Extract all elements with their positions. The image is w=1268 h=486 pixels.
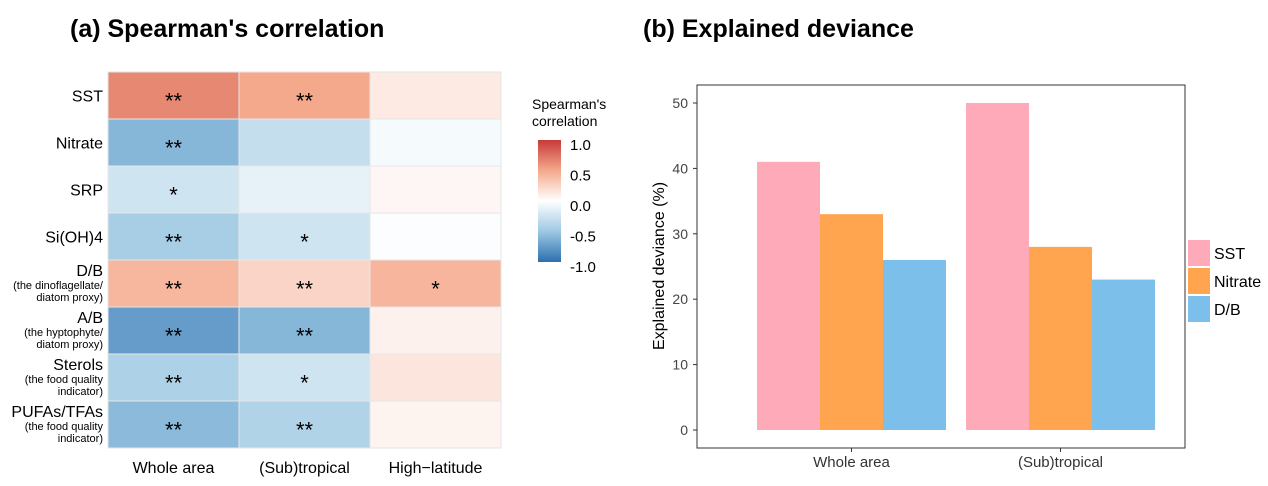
row-sublabel: (the dinoflagellate/: [13, 280, 104, 292]
legend-label: D/B: [1214, 302, 1241, 319]
column-label: Whole area: [133, 460, 215, 477]
heatmap-cell: [238, 165, 371, 214]
legend-title-2: correlation: [532, 113, 597, 129]
row-sublabel: (the food quality: [25, 421, 104, 433]
row-sublabel: (the hyptophyte/: [24, 327, 104, 339]
heatmap-cell: [369, 212, 502, 261]
significance-label: **: [296, 277, 314, 302]
heatmap-cell: [369, 353, 502, 402]
significance-label: **: [296, 418, 314, 443]
legend-tick-label: -0.5: [570, 229, 596, 246]
y-tick-label: 30: [672, 226, 688, 242]
significance-label: **: [296, 89, 314, 114]
bar-sst: [757, 161, 820, 431]
heatmap-title: (a) Spearman's correlation: [70, 15, 384, 43]
row-label: SRP: [70, 183, 103, 200]
row-label: D/B: [76, 263, 103, 280]
row-label: PUFAs/TFAs: [11, 404, 103, 421]
row-sublabel: indicator): [58, 386, 103, 398]
legend-label: SST: [1214, 246, 1245, 263]
row-label: Sterols: [53, 357, 103, 374]
significance-label: *: [431, 277, 440, 302]
row-label: Nitrate: [56, 136, 103, 153]
row-label: A/B: [77, 310, 103, 327]
legend-swatch: [1188, 296, 1210, 322]
row-sublabel: diatom proxy): [36, 292, 103, 304]
legend-title-1: Spearman's: [532, 96, 606, 112]
bar-db: [883, 259, 946, 430]
significance-label: **: [165, 371, 183, 396]
x-tick-label: (Sub)tropical: [1018, 454, 1103, 471]
legend-tick-label: 0.0: [570, 198, 591, 215]
bar-nitrate: [820, 214, 883, 430]
heatmap-cell: [369, 118, 502, 167]
heatmap-cell: [107, 118, 240, 167]
heatmap-cell: [107, 165, 240, 214]
heatmap-cell: [238, 71, 371, 120]
heatmap-cell: [369, 71, 502, 120]
legend-swatch: [1188, 240, 1210, 266]
heatmap-cell: [238, 212, 371, 261]
y-tick-label: 40: [672, 160, 688, 176]
significance-label: *: [169, 183, 178, 208]
significance-label: **: [296, 324, 314, 349]
legend-tick-label: -1.0: [570, 259, 596, 276]
significance-label: **: [165, 89, 183, 114]
heatmap-cell: [107, 71, 240, 120]
bar-chart-title: (b) Explained deviance: [643, 15, 914, 43]
legend-tick-label: 0.5: [570, 168, 591, 185]
heatmap-cell: [238, 118, 371, 167]
heatmap-cell: [369, 165, 502, 214]
legend-colorbar: [538, 140, 561, 262]
bar-chart: Explained deviance (%) 0 10 20 30 40 50 Whole …: [651, 84, 1261, 471]
heatmap: ** **SST**Nitrate*SRP** *Si(OH)4** ** *D/B(t…: [11, 71, 502, 477]
significance-label: **: [165, 324, 183, 349]
bar-nitrate: [1029, 246, 1092, 430]
y-axis-label: Explained deviance (%): [651, 182, 668, 350]
heatmap-cell: [107, 306, 240, 355]
y-tick-label: 50: [672, 95, 688, 111]
bar-sst: [966, 103, 1029, 430]
heatmap-cell: [107, 353, 240, 402]
heatmap-cell: [107, 400, 240, 449]
row-sublabel: (the food quality: [25, 374, 104, 386]
heatmap-legend: Spearman's correlation 1.0 0.5 0.0 -0.5 -1.0: [532, 96, 606, 276]
significance-label: **: [165, 136, 183, 161]
plot-frame: [696, 84, 1186, 449]
bar-db: [1092, 279, 1155, 430]
row-label: SST: [72, 89, 103, 106]
heatmap-cell: [369, 400, 502, 449]
significance-label: **: [165, 230, 183, 255]
column-label: High−latitude: [389, 460, 483, 477]
y-tick-label: 10: [672, 357, 688, 373]
heatmap-cell: [238, 259, 371, 308]
y-tick-label: 20: [672, 291, 688, 307]
significance-label: **: [165, 277, 183, 302]
row-sublabel: diatom proxy): [36, 339, 103, 351]
column-label: (Sub)tropical: [259, 460, 350, 477]
x-tick-label: Whole area: [813, 454, 890, 471]
significance-label: *: [300, 371, 309, 396]
legend-tick-label: 1.0: [570, 137, 591, 154]
heatmap-cell: [369, 306, 502, 355]
row-label: Si(OH)4: [45, 230, 103, 247]
row-sublabel: indicator): [58, 433, 103, 445]
legend-label: Nitrate: [1214, 274, 1261, 291]
y-tick-label: 0: [680, 422, 688, 438]
significance-label: *: [300, 230, 309, 255]
legend-swatch: [1188, 268, 1210, 294]
significance-label: **: [165, 418, 183, 443]
